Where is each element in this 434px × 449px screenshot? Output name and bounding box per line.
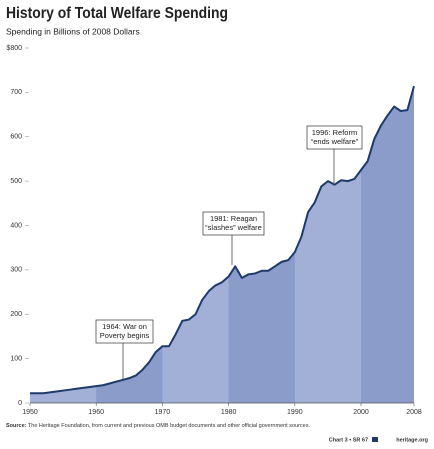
annotation-text: 1964: War on — [102, 322, 147, 331]
y-tick-label: 100 — [10, 355, 22, 362]
x-tick-label: 2000 — [353, 409, 369, 416]
x-tick-label: 1990 — [287, 409, 303, 416]
line — [30, 85, 415, 395]
source: Source: The Heritage Foundation, from cu… — [6, 423, 310, 429]
area — [30, 86, 414, 403]
plot: 0 100 200 300 400 500 600 700 $800 1950 1960 1970 19… — [6, 45, 421, 416]
annotation-box — [202, 211, 265, 236]
logo-icon — [372, 437, 378, 442]
decade-band — [96, 86, 163, 403]
x-tick-label: 1950 — [22, 409, 38, 416]
y-tick-label: 500 — [10, 178, 22, 185]
chart-subtitle: Spending in Billions of 2008 Dollars — [6, 26, 140, 36]
source-label: Source: — [6, 423, 27, 429]
x-tick-label: 2008 — [406, 409, 422, 416]
y-tick-label: 700 — [10, 89, 22, 96]
annotation-text: 1981: Reagan — [210, 214, 257, 223]
x-tick-label: 1980 — [221, 409, 237, 416]
y-tick-label: 400 — [10, 222, 22, 229]
y-tick-label: 200 — [10, 311, 22, 318]
annotation-text: “ends welfare” — [311, 137, 359, 146]
chart-title: History of Total Welfare Spending — [6, 5, 228, 22]
x-tick-label: 1960 — [88, 409, 104, 416]
y-tick-label: 600 — [10, 134, 22, 141]
x-tick-label: 1970 — [155, 409, 171, 416]
annotation-text: “slashes” welfare — [205, 223, 262, 232]
source-text: The Heritage Foundation, from current an… — [28, 423, 311, 429]
chart-id: Chart 3 • SR 67 — [329, 437, 368, 443]
y-tick-label: $800 — [6, 45, 22, 52]
decade-band — [361, 86, 414, 403]
annotation-text: 1996: Reform — [312, 128, 357, 137]
annotation-box — [306, 125, 363, 150]
site: heritage.org — [396, 437, 428, 443]
y-tick-label: 300 — [10, 267, 22, 274]
annotation-text: Poverty begins — [100, 331, 150, 340]
y-tick-label: 0 — [18, 400, 22, 407]
annotation-box — [95, 319, 154, 344]
